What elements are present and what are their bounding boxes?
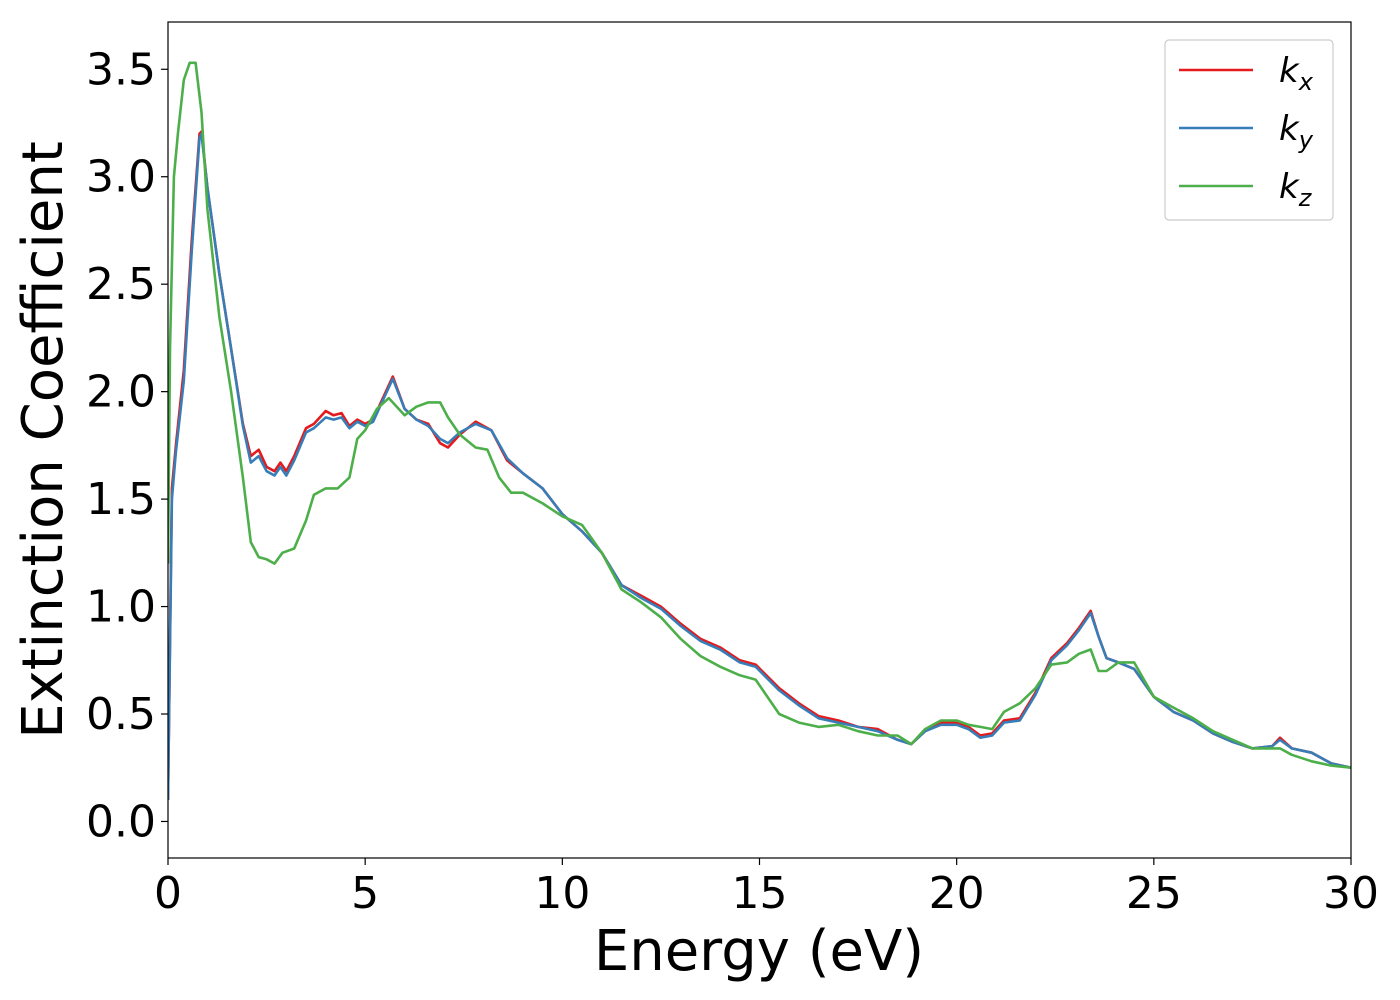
series-line-kx	[168, 130, 1351, 801]
y-tick-label: 3.5	[86, 44, 156, 95]
y-tick-label: 1.5	[86, 474, 156, 525]
y-tick-label: 2.5	[86, 259, 156, 310]
x-tick-label: 5	[351, 868, 379, 919]
y-tick-label: 1.0	[86, 582, 156, 633]
x-tick-label: 0	[154, 868, 182, 919]
x-tick-label: 20	[929, 868, 985, 919]
x-tick-label: 30	[1323, 868, 1379, 919]
series-line-ky	[168, 132, 1351, 801]
series-line-kz	[168, 61, 1351, 769]
y-tick-label: 3.0	[86, 152, 156, 203]
x-axis-title: Energy (eV)	[594, 919, 924, 984]
x-tick-label: 15	[732, 868, 788, 919]
legend-box	[1164, 39, 1334, 221]
y-axis: 0.0 0.5 1.0 1.5 2.0 2.5 3.0 3.5	[86, 44, 168, 847]
y-tick-label: 0.0	[86, 796, 156, 847]
x-tick-label: 10	[534, 868, 590, 919]
plot-area	[168, 61, 1351, 801]
y-axis-title: Extinction Coefficient	[11, 141, 76, 739]
x-axis: 0 5 10 15 20 25 30	[154, 858, 1379, 919]
y-tick-label: 0.5	[86, 689, 156, 740]
y-tick-label: 2.0	[86, 367, 156, 418]
x-tick-label: 25	[1126, 868, 1182, 919]
